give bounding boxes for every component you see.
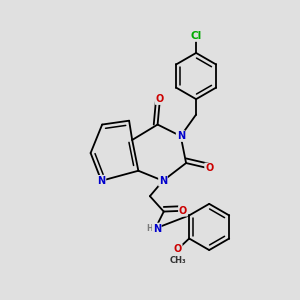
- Text: N: N: [97, 176, 106, 186]
- Text: O: O: [179, 206, 187, 216]
- Text: O: O: [173, 244, 182, 254]
- Text: N: N: [159, 176, 167, 186]
- Text: Cl: Cl: [190, 31, 202, 41]
- Text: CH₃: CH₃: [169, 256, 186, 265]
- Text: N: N: [177, 131, 185, 141]
- Text: H: H: [146, 224, 152, 233]
- Text: O: O: [205, 164, 213, 173]
- Text: N: N: [153, 224, 161, 233]
- Text: O: O: [156, 94, 164, 104]
